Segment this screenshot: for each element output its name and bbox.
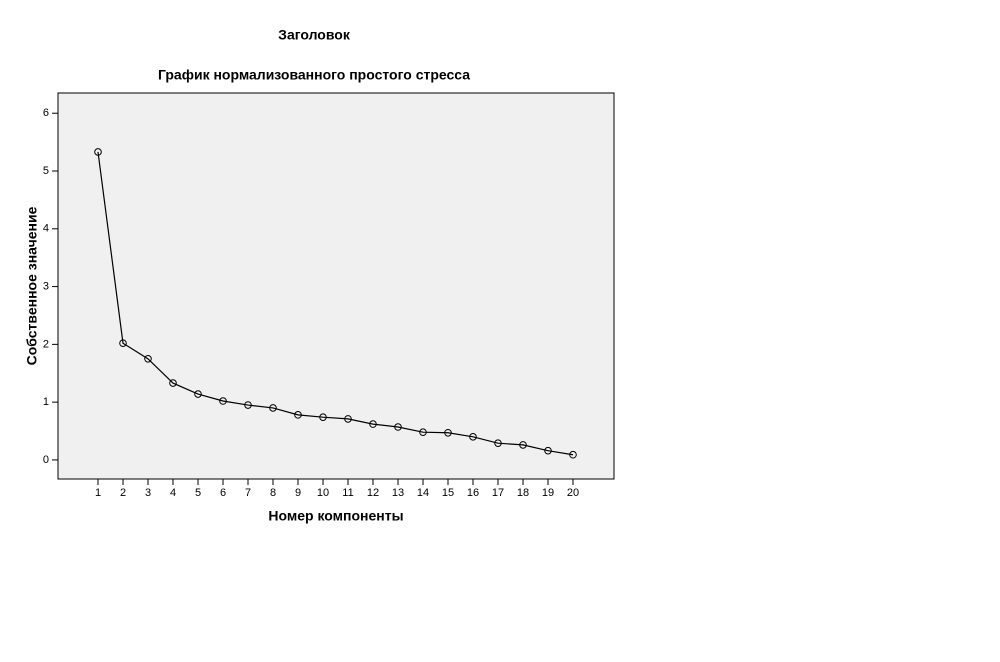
y-tick-label: 6: [43, 107, 49, 119]
x-tick-label: 5: [195, 487, 201, 499]
x-tick-label: 2: [120, 487, 126, 499]
data-point: [394, 423, 402, 431]
data-point: [194, 390, 202, 398]
data-point: [244, 401, 252, 409]
data-point: [269, 404, 277, 412]
data-point: [344, 415, 352, 423]
x-tick-label: 3: [145, 487, 151, 499]
x-tick-label: 17: [492, 487, 504, 499]
data-point: [544, 446, 552, 455]
x-tick-label: 18: [517, 487, 529, 499]
chart-heading: Заголовок: [278, 27, 351, 43]
y-tick-label: 3: [43, 280, 49, 292]
data-point: [469, 433, 477, 441]
series-line: [97, 151, 574, 456]
x-tick-label: 15: [442, 487, 454, 499]
x-tick-label: 8: [270, 487, 276, 499]
chart-title: График нормализованного простого стресса: [158, 67, 470, 83]
y-axis-label: Собственное значение: [24, 206, 40, 365]
x-axis-label: Номер компоненты: [268, 508, 403, 524]
x-tick-label: 14: [417, 487, 429, 499]
x-tick-label: 11: [342, 487, 353, 499]
data-point: [419, 428, 427, 436]
y-tick-label: 4: [43, 223, 49, 235]
x-tick-label: 10: [317, 487, 329, 499]
data-point: [569, 450, 577, 459]
x-tick-label: 16: [467, 487, 479, 499]
data-point: [444, 428, 452, 437]
x-tick-label: 6: [220, 487, 226, 499]
data-point: [319, 413, 327, 421]
x-tick-label: 13: [392, 487, 404, 499]
data-point: [144, 355, 152, 363]
data-point: [219, 397, 227, 405]
x-tick-label: 4: [170, 487, 176, 499]
x-tick-label: 20: [567, 487, 579, 499]
y-tick-label: 1: [43, 396, 49, 408]
y-tick-label: 5: [43, 165, 49, 177]
x-tick-label: 1: [95, 487, 101, 499]
x-tick-label: 9: [295, 487, 301, 499]
y-tick-label: 0: [43, 454, 49, 466]
data-point: [94, 148, 102, 156]
data-point: [119, 339, 127, 348]
data-point: [494, 439, 502, 447]
x-tick-label: 7: [245, 487, 251, 499]
data-point: [294, 411, 302, 419]
x-tick-label: 19: [542, 487, 554, 499]
data-point: [169, 379, 177, 387]
y-tick-label: 2: [43, 338, 49, 350]
plot-area: [57, 92, 615, 480]
data-point: [369, 420, 377, 428]
data-point: [519, 441, 527, 449]
x-tick-label: 12: [367, 487, 379, 499]
